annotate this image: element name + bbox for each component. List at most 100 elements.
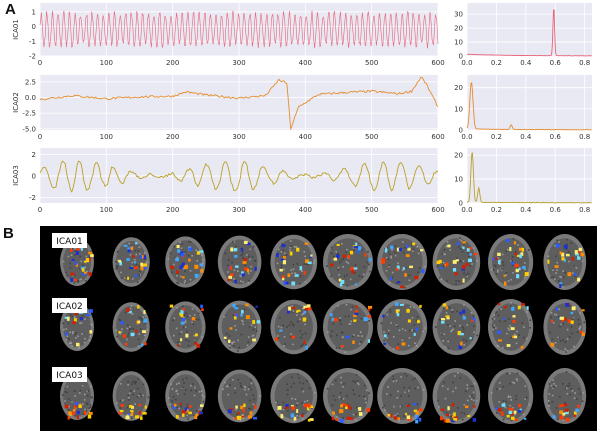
slice-texture [443, 333, 446, 335]
x-tick-label: 400 [299, 133, 312, 141]
activation-voxel [472, 417, 477, 422]
activation-voxel [562, 412, 566, 416]
slice-texture [551, 401, 554, 403]
slice-texture [201, 254, 203, 257]
slice-texture [240, 333, 243, 336]
slice-texture [73, 282, 76, 284]
slice-texture [457, 245, 460, 248]
activation-voxel [415, 419, 419, 424]
activation-voxel [396, 247, 400, 252]
row-label: ICA01 [56, 237, 83, 247]
brain-slice [270, 299, 318, 355]
slice-texture [242, 281, 244, 283]
slice-texture [390, 322, 392, 324]
slice-texture [510, 278, 512, 281]
slice-texture [336, 415, 338, 418]
activation-voxel [175, 415, 179, 419]
slice-texture [422, 330, 424, 333]
activation-voxel [302, 317, 307, 322]
slice-texture [458, 238, 461, 241]
slice-texture [254, 259, 256, 262]
slice-texture [402, 269, 404, 271]
slice-texture [289, 336, 292, 338]
activation-voxel [200, 304, 203, 309]
slice-texture [176, 281, 178, 284]
slice-texture [130, 265, 133, 268]
slice-texture [528, 403, 531, 406]
slice-texture [497, 257, 499, 260]
slice-texture [115, 260, 117, 263]
activation-voxel [128, 404, 133, 408]
slice-texture [290, 333, 292, 335]
slice-texture [583, 321, 586, 324]
slice-texture [581, 260, 584, 262]
activation-voxel [305, 345, 308, 350]
activation-voxel [332, 411, 335, 415]
slice-texture [233, 269, 236, 272]
slice-texture [232, 417, 235, 420]
slice-texture [384, 409, 386, 412]
activation-voxel [563, 258, 566, 262]
activation-voxel [567, 319, 571, 324]
slice-texture [385, 269, 388, 272]
activation-voxel [353, 314, 357, 318]
slice-texture [229, 384, 231, 386]
slice-texture [326, 387, 329, 390]
activation-voxel [81, 273, 86, 276]
activation-voxel [80, 246, 83, 251]
slice-texture [505, 250, 508, 252]
activation-voxel [181, 318, 186, 321]
activation-voxel [521, 247, 524, 252]
slice-texture [459, 237, 461, 239]
slice-texture [296, 414, 299, 417]
slice-texture [340, 323, 343, 325]
slice-texture [282, 408, 285, 411]
slice-texture [345, 304, 348, 306]
row-label-box [52, 367, 87, 382]
activation-voxel [64, 316, 69, 320]
slice-texture [355, 373, 358, 376]
slice-texture [252, 334, 255, 337]
activation-voxel [563, 244, 568, 249]
slice-texture [559, 395, 561, 398]
slice-texture [548, 383, 551, 385]
slice-texture [139, 274, 141, 276]
slice-texture [570, 325, 573, 328]
activation-voxel [74, 262, 78, 265]
slice-texture [202, 259, 205, 261]
slice-texture [340, 376, 342, 379]
slice-texture [138, 333, 140, 335]
slice-texture [369, 270, 371, 273]
slice-texture [308, 387, 311, 390]
slice-texture [391, 276, 394, 279]
slice-texture [171, 388, 174, 390]
slice-texture [89, 404, 92, 406]
activation-voxel [135, 329, 138, 333]
slice-texture [122, 399, 124, 401]
slice-texture [247, 388, 250, 391]
slice-texture [449, 325, 451, 327]
slice-texture [176, 383, 178, 385]
slice-texture [395, 324, 398, 326]
slice-texture [518, 334, 521, 337]
slice-texture [84, 280, 87, 282]
slice-texture [442, 265, 445, 267]
slice-texture [424, 327, 426, 329]
slice-texture [396, 325, 399, 327]
slice-texture [71, 315, 74, 318]
slice-texture [138, 345, 140, 347]
slice-texture [242, 252, 244, 255]
slice-texture [127, 335, 129, 337]
slice-texture [462, 331, 465, 334]
y-tick-label: 2.5 [25, 78, 36, 86]
slice-texture [548, 393, 551, 395]
activation-voxel [143, 318, 148, 323]
slice-texture [515, 342, 518, 345]
slice-texture [126, 338, 128, 341]
activation-voxel [407, 247, 411, 251]
slice-texture [145, 261, 148, 263]
activation-voxel [522, 265, 526, 270]
slice-texture [509, 382, 511, 385]
activation-voxel [560, 403, 564, 407]
activation-voxel [276, 253, 279, 258]
